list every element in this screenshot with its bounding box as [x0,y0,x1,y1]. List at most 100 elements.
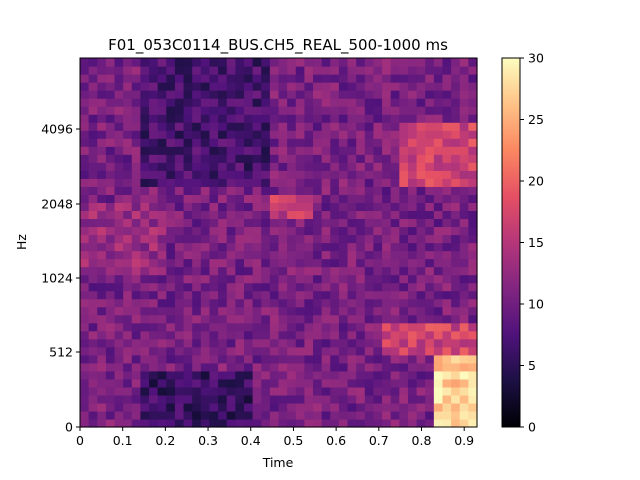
heatmap-cell [356,178,366,187]
heatmap-cell [183,322,193,332]
heatmap-cell [468,378,478,388]
heatmap-cell [149,186,159,195]
heatmap-cell [235,258,245,268]
heatmap-cell [235,186,245,195]
heatmap-cell [261,306,271,316]
heatmap-cell [278,202,288,212]
heatmap-cell [295,154,305,163]
heatmap-cell [123,282,133,292]
heatmap-cell [459,322,469,332]
heatmap-cell [347,90,357,99]
heatmap-cell [174,322,185,332]
heatmap-cell [468,338,478,348]
heatmap-cell [192,322,202,332]
heatmap-cell [425,58,435,67]
heatmap-cell [192,298,202,308]
heatmap-cell [433,162,444,171]
heatmap-cell [114,114,124,123]
heatmap-cell [149,210,159,220]
heatmap-cell [373,418,383,428]
heatmap-cell [433,138,444,147]
heatmap-cell [459,266,469,276]
heatmap-cell [183,114,193,123]
heatmap-cell [321,298,331,308]
heatmap-cell [243,298,254,308]
heatmap-cell [313,274,323,284]
heatmap-cell [330,418,340,428]
heatmap-cell [468,354,478,364]
heatmap-cell [399,274,409,284]
heatmap-cell [105,194,116,203]
heatmap-cell [235,370,245,380]
heatmap-cell [252,378,262,388]
heatmap-cell [200,138,211,147]
heatmap-cell [364,90,375,99]
heatmap-cell [364,386,375,396]
heatmap-cell [287,242,297,252]
heatmap-cell [105,122,116,131]
heatmap-cell [442,418,452,428]
heatmap-cell [433,210,444,220]
heatmap-cell [304,122,314,131]
heatmap-cell [157,282,167,292]
heatmap-cell [338,242,349,252]
heatmap-cell [166,242,176,252]
heatmap-cell [114,354,124,364]
heatmap-cell [399,402,409,412]
heatmap-cell [97,234,107,244]
heatmap-cell [269,266,280,276]
heatmap-cell [407,234,418,244]
heatmap-cell [373,170,383,179]
heatmap-cell [451,298,461,308]
heatmap-cell [347,346,357,356]
heatmap-cell [295,274,305,284]
heatmap-cell [390,322,400,332]
heatmap-cell [226,226,236,236]
heatmap-cell [468,394,478,404]
heatmap-cell [97,130,107,139]
heatmap-cell [123,66,133,75]
heatmap-cell [278,354,288,364]
heatmap-cell [252,410,262,420]
heatmap-cell [433,410,444,420]
heatmap-cell [192,378,202,388]
heatmap-cell [321,306,331,316]
heatmap-cell [425,306,435,316]
heatmap-cell [407,258,418,268]
heatmap-cell [183,274,193,284]
heatmap-cell [157,186,167,195]
heatmap-cell [174,418,185,428]
heatmap-cell [80,90,90,99]
heatmap-cell [243,90,254,99]
heatmap-cell [252,218,262,228]
heatmap-cell [140,386,150,396]
heatmap-cell [347,170,357,179]
heatmap-cell [174,346,185,356]
heatmap-cell [252,298,262,308]
heatmap-cell [356,74,366,83]
heatmap-cell [209,346,219,356]
heatmap-cell [226,394,236,404]
heatmap-cell [200,402,211,412]
heatmap-cell [399,282,409,292]
heatmap-cell [407,322,418,332]
heatmap-cell [226,362,236,372]
heatmap-cell [399,226,409,236]
heatmap-cell [399,266,409,276]
heatmap-cell [330,210,340,220]
heatmap-cell [88,66,98,75]
heatmap-cell [174,282,185,292]
heatmap-cell [157,194,167,203]
heatmap-cell [278,114,288,123]
heatmap-cell [105,394,116,404]
heatmap-cell [157,202,167,212]
heatmap-cell [407,314,418,324]
heatmap-cell [399,378,409,388]
heatmap-cell [131,178,142,187]
heatmap-cell [425,226,435,236]
heatmap-cell [235,58,245,67]
heatmap-cell [80,314,90,324]
heatmap-cell [149,306,159,316]
heatmap-cell [278,250,288,260]
heatmap-cell [321,186,331,195]
